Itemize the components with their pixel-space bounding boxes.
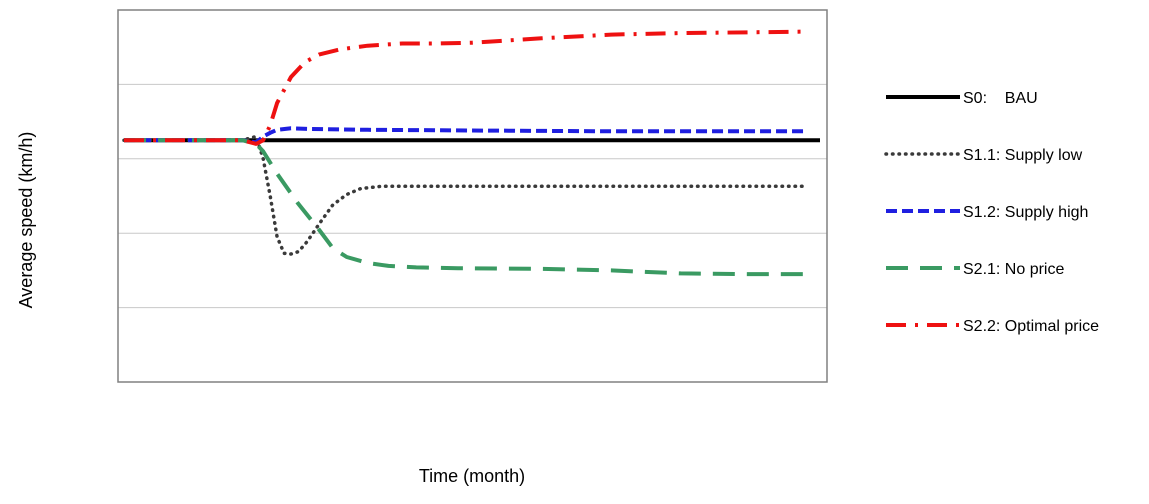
series-line-5	[124, 29, 807, 146]
legend-label-3: S1.2: Supply high	[963, 204, 1088, 221]
x-axis-label: Time (month)	[419, 466, 525, 486]
series-lines	[122, 29, 820, 277]
legend-label-5: S2.2: Optimal price	[963, 318, 1099, 335]
series-line-2	[122, 134, 808, 256]
legend-label-2: S1.1: Supply low	[963, 147, 1083, 164]
plot-area-border	[117, 9, 828, 383]
gridlines	[118, 83, 827, 309]
legend: S0: BAU S1.1: Supply low S1.2: Supply high…	[884, 90, 1099, 335]
y-axis-label: Average speed (km/h)	[16, 132, 36, 309]
legend-label-4: S2.1: No price	[963, 261, 1064, 278]
legend-label-1: S0: BAU	[963, 90, 1038, 107]
series-line-4	[124, 138, 807, 277]
